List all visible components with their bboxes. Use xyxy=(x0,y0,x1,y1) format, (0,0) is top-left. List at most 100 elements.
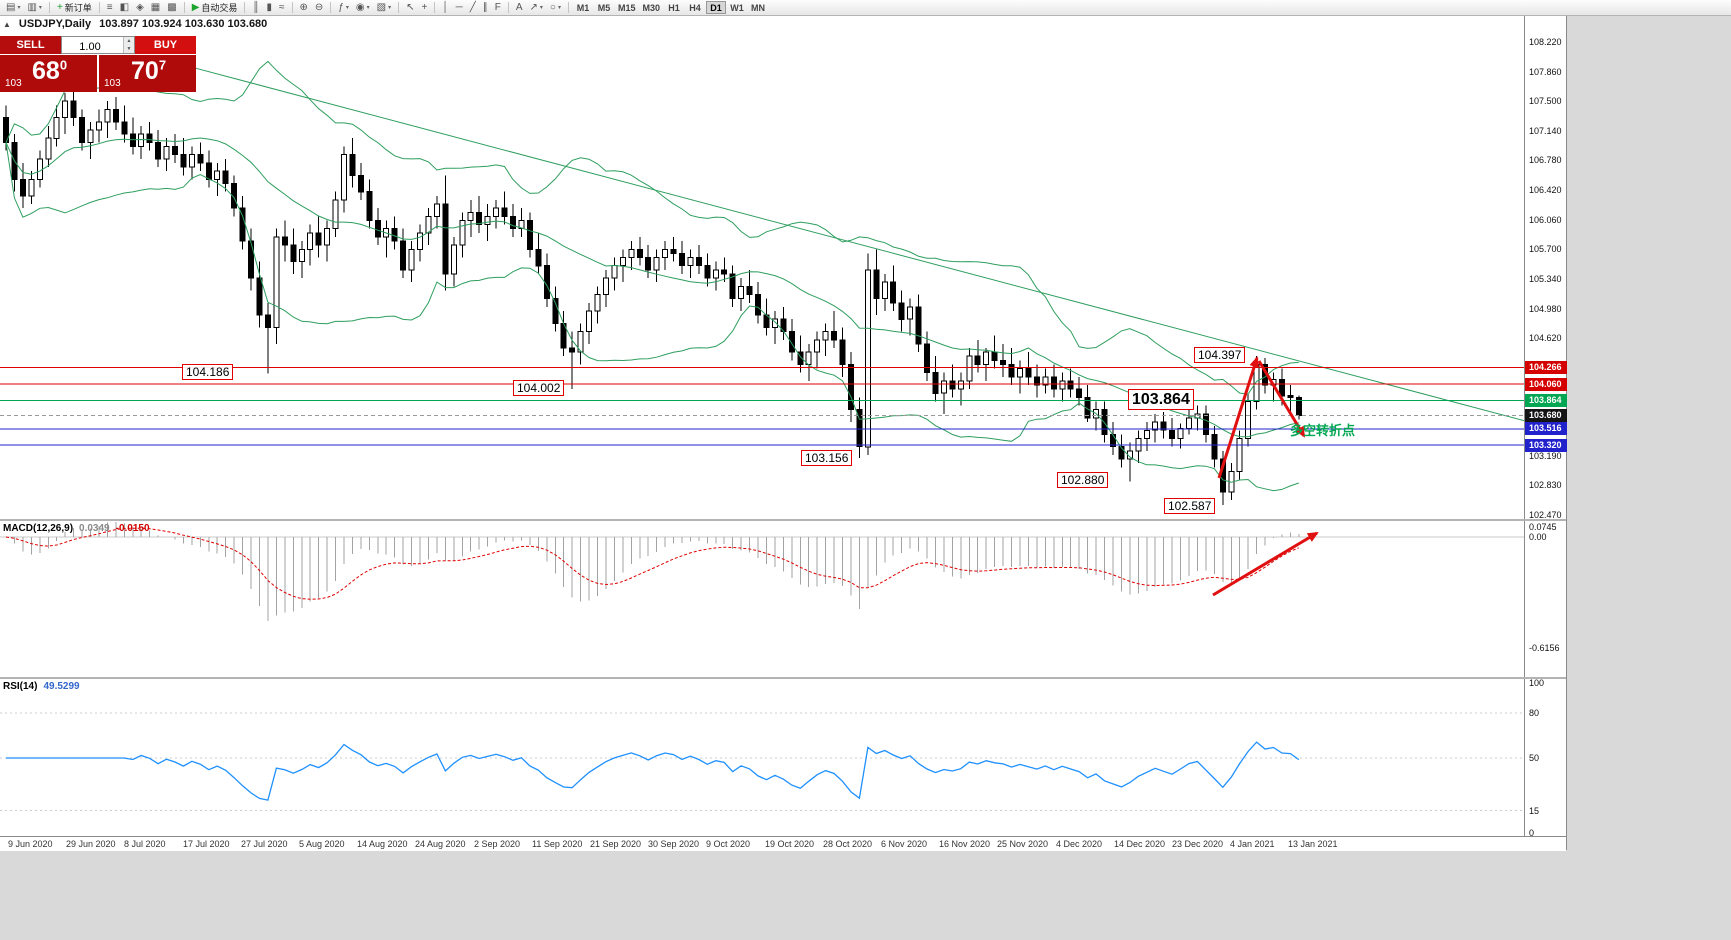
time-axis-label: 24 Aug 2020 xyxy=(415,839,466,849)
macd-histogram xyxy=(13,521,1300,621)
sell-price-big: 680 xyxy=(32,57,68,85)
timeframe-M30[interactable]: M30 xyxy=(642,3,660,13)
timeframe-W1[interactable]: W1 xyxy=(730,3,744,13)
trendline-button[interactable]: ╱ xyxy=(467,1,479,15)
autotrade-button[interactable]: ▶ 自动交易 xyxy=(189,1,241,15)
price-axis-label: 106.780 xyxy=(1529,155,1562,165)
shapes-button[interactable]: ○ ▾ xyxy=(547,1,564,15)
rsi-chart[interactable] xyxy=(0,679,1524,836)
volume-input[interactable] xyxy=(62,40,118,54)
text-button[interactable]: A xyxy=(513,1,526,15)
one-click-collapse-icon[interactable]: ▲ xyxy=(3,19,11,29)
timeframe-MN[interactable]: MN xyxy=(751,3,765,13)
toolbar-separator xyxy=(98,2,100,13)
price-axis-label: 108.220 xyxy=(1529,37,1562,47)
data-window-button[interactable]: ◧ xyxy=(117,1,132,15)
buy-price-display[interactable]: 103 707 xyxy=(99,55,196,92)
cursor-button[interactable]: ↖ xyxy=(403,1,417,15)
timeframe-M5[interactable]: M5 xyxy=(597,3,611,13)
templates-button[interactable]: ▧ ▾ xyxy=(374,1,394,15)
rsi-axis-label: 0 xyxy=(1529,828,1535,838)
price-annotation[interactable]: 103.156 xyxy=(801,450,853,467)
arrows-button[interactable]: ↗ ▾ xyxy=(527,1,546,15)
descending-trendline[interactable] xyxy=(189,66,1524,427)
terminal-button[interactable]: ▦ xyxy=(148,1,163,15)
price-axis-label: 103.190 xyxy=(1529,451,1562,461)
time-axis-label: 9 Oct 2020 xyxy=(706,839,751,849)
sell-button[interactable]: SELL xyxy=(0,36,61,54)
price-axis-label: 107.500 xyxy=(1529,96,1562,106)
rsi-panel[interactable]: RSI(14) 49.5299 xyxy=(0,679,1524,836)
volume-down-button[interactable]: ▼ xyxy=(123,45,134,53)
timeframe-D1[interactable]: D1 xyxy=(706,1,726,14)
ohlc-values: 103.897 103.924 103.630 103.680 xyxy=(99,18,268,30)
new-order-button[interactable]: + 新订单 xyxy=(54,1,95,15)
sell-price-display[interactable]: 103 680 xyxy=(0,55,97,92)
chevron-down-icon: ▾ xyxy=(17,5,21,11)
time-axis-label: 6 Nov 2020 xyxy=(881,839,928,849)
candlestick-chart-button[interactable]: ▮ xyxy=(264,1,276,15)
market-watch-button[interactable]: ≡ xyxy=(104,1,116,15)
price-axis[interactable]: 108.220 107.860 107.500 107.140 106.780 106.4… xyxy=(1524,16,1567,838)
price-axis-label: 106.420 xyxy=(1529,185,1562,195)
panel-splitter[interactable] xyxy=(0,519,1566,521)
buy-button[interactable]: BUY xyxy=(135,36,196,54)
timeframe-M1[interactable]: M1 xyxy=(576,3,590,13)
one-click-trading-panel: SELL ▲ ▼ BUY 103 680 xyxy=(0,36,196,92)
line-chart-button[interactable]: ≈ xyxy=(276,1,288,15)
autotrade-icon: ▶ xyxy=(191,1,200,13)
new-chart-button[interactable]: ▤ ▾ xyxy=(3,1,23,15)
price-annotation[interactable]: 102.587 xyxy=(1164,498,1216,515)
crosshair-icon: + xyxy=(421,1,428,13)
macd-axis-label: 0.0745 xyxy=(1529,522,1557,532)
price-annotation[interactable]: 104.186 xyxy=(182,364,234,381)
main-chart-panel[interactable]: 104.186 104.002 103.156 102.880 102.587 103.8… xyxy=(0,16,1524,519)
profiles-button[interactable]: ▥ ▾ xyxy=(24,1,44,15)
price-annotation[interactable]: 103.864 xyxy=(1128,389,1194,411)
macd-chart[interactable] xyxy=(0,521,1524,677)
navigator-button[interactable]: ◈ xyxy=(133,1,147,15)
rsi-line xyxy=(6,741,1300,801)
zoom-in-button[interactable]: ⊕ xyxy=(297,1,311,15)
timeframe-H1[interactable]: H1 xyxy=(668,3,680,13)
price-annotation[interactable]: 104.397 xyxy=(1194,347,1246,364)
price-chart[interactable] xyxy=(0,16,1524,519)
time-axis-label: 4 Dec 2020 xyxy=(1056,839,1103,849)
volume-up-button[interactable]: ▲ xyxy=(123,37,134,45)
panel-splitter[interactable] xyxy=(0,677,1566,679)
timeframe-M15[interactable]: M15 xyxy=(617,3,636,13)
toolbar-separator xyxy=(398,2,400,13)
time-axis-label: 29 Jun 2020 xyxy=(66,839,116,849)
macd-arrow[interactable] xyxy=(1212,531,1319,597)
time-axis-label: 9 Jun 2020 xyxy=(8,839,53,849)
crosshair-button[interactable]: + xyxy=(419,1,431,15)
strategy-tester-button[interactable]: ▩ xyxy=(164,1,179,15)
volume-stepper[interactable]: ▲ ▼ xyxy=(61,36,135,54)
toolbar-separator xyxy=(48,2,50,13)
price-annotation[interactable]: 104.002 xyxy=(513,380,565,397)
rsi-name: RSI(14) xyxy=(3,681,38,692)
indicators-button[interactable]: ƒ ▾ xyxy=(335,1,352,15)
time-axis-label: 23 Dec 2020 xyxy=(1172,839,1224,849)
text-icon: A xyxy=(515,1,523,13)
horizontal-line-button[interactable]: ─ xyxy=(453,1,466,15)
fibonacci-button[interactable]: F xyxy=(492,1,504,15)
bar-chart-button[interactable]: ║ xyxy=(249,1,262,15)
vertical-line-button[interactable]: │ xyxy=(439,1,451,15)
trend-arrows[interactable] xyxy=(1217,356,1306,479)
timeframe-H4[interactable]: H4 xyxy=(689,3,701,13)
time-axis-label: 14 Dec 2020 xyxy=(1114,839,1166,849)
zoom-out-button[interactable]: ⊖ xyxy=(312,1,326,15)
time-axis-label: 27 Jul 2020 xyxy=(241,839,288,849)
horizontal-levels[interactable] xyxy=(0,366,1524,446)
channel-button[interactable]: ∥ xyxy=(480,1,491,15)
macd-panel[interactable]: MACD(12,26,9) 0.0349 -0.0150 xyxy=(0,521,1524,677)
chart-text-note[interactable]: 多空转折点 xyxy=(1290,423,1356,438)
time-axis[interactable]: 9 Jun 2020 29 Jun 2020 8 Jul 2020 17 Jul 20… xyxy=(0,836,1566,851)
bollinger-bands xyxy=(5,60,1299,492)
periods-button[interactable]: ◉ ▾ xyxy=(353,1,373,15)
toolbar-separator xyxy=(330,2,332,13)
macd-axis-label: -0.6156 xyxy=(1529,643,1560,653)
price-axis-label: 102.830 xyxy=(1529,480,1562,490)
price-annotation[interactable]: 102.880 xyxy=(1057,472,1109,489)
